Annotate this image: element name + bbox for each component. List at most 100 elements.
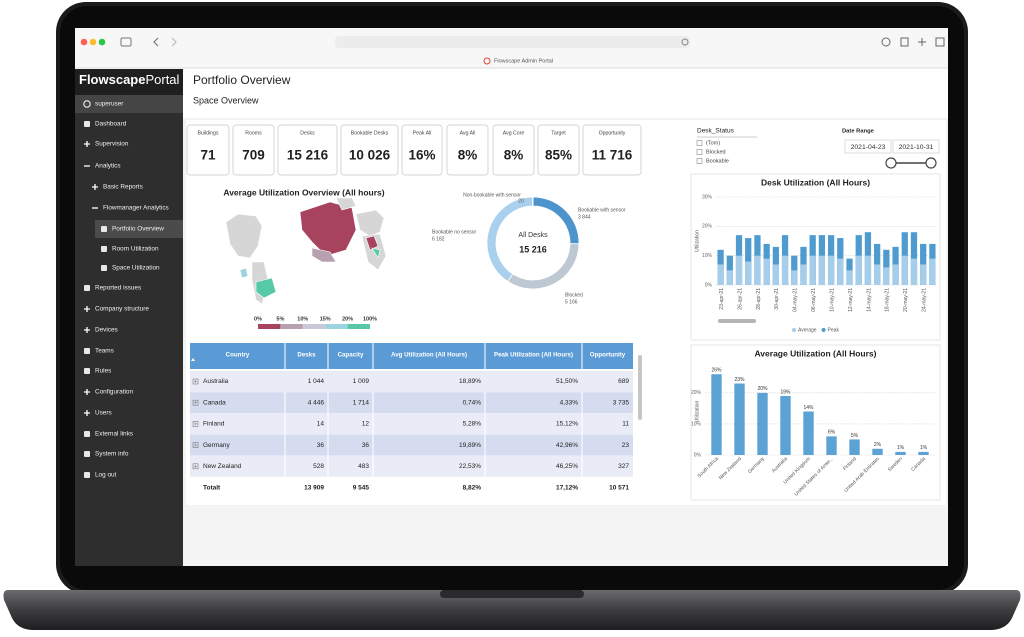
menu-item[interactable]: Users xyxy=(95,410,112,417)
menu-item[interactable]: Company structure xyxy=(95,306,149,313)
y-tick-label: 20% xyxy=(702,224,713,230)
menu-item[interactable]: Analytics xyxy=(95,163,121,170)
checkbox[interactable] xyxy=(696,158,703,164)
sidebar-toggle[interactable] xyxy=(120,37,132,47)
total-cell: 8,82% xyxy=(463,485,482,492)
expand-icon xyxy=(84,389,90,395)
table-cell: 5,28% xyxy=(463,421,482,428)
menu-item[interactable]: Flowmanager Analytics xyxy=(103,205,169,212)
map-legend-swatch xyxy=(302,324,326,329)
menu-item[interactable]: Room Utilization xyxy=(112,246,159,253)
minimize-button[interactable] xyxy=(89,38,97,46)
column-header[interactable]: Peak Utilization (All Hours) xyxy=(494,352,573,359)
bar xyxy=(837,258,844,285)
kpi-card xyxy=(277,124,338,176)
table-cell: 1 714 xyxy=(353,399,370,406)
address-bar[interactable] xyxy=(335,36,690,48)
menu-item[interactable]: Devices xyxy=(95,327,118,334)
share-button[interactable] xyxy=(900,37,909,47)
column-header[interactable]: Desks xyxy=(297,352,316,359)
x-tick-label: 18-may-21 xyxy=(885,288,891,312)
table-cell: Germany xyxy=(203,442,230,449)
bar xyxy=(855,255,862,285)
menu-item[interactable]: Rules xyxy=(95,368,111,375)
column-header[interactable]: Country xyxy=(226,352,250,359)
x-tick-label: 10-may-21 xyxy=(829,288,835,312)
menu-item[interactable]: Log out xyxy=(95,472,117,479)
kpi-value: 709 xyxy=(242,148,265,163)
legend-swatch xyxy=(792,328,796,332)
menu-item[interactable]: Basic Reports xyxy=(103,184,143,191)
menu-item[interactable]: Reported issues xyxy=(95,285,141,292)
menu-item[interactable]: superuser xyxy=(95,101,124,108)
bar xyxy=(772,264,779,285)
y-tick-label: 10% xyxy=(691,421,702,427)
kpi-value: 8% xyxy=(504,148,524,163)
bar xyxy=(872,448,883,455)
column-header[interactable]: Capacity xyxy=(338,352,364,359)
legend-swatch xyxy=(821,328,826,332)
chart-title: Desk Utilization (All Hours) xyxy=(761,177,870,187)
reload-button[interactable] xyxy=(681,38,689,46)
forward-button[interactable] xyxy=(171,37,177,47)
menu-item[interactable]: Supervision xyxy=(95,141,129,148)
table-cell: 0,74% xyxy=(463,399,482,406)
bar xyxy=(827,255,835,285)
checkbox[interactable] xyxy=(696,140,703,146)
kpi-value: 11 716 xyxy=(592,148,633,163)
sort-indicator xyxy=(191,358,195,361)
zoom-button[interactable] xyxy=(98,38,106,46)
x-tick-label: 20-may-21 xyxy=(903,288,909,312)
tab-title: Flowscape Admin Portal xyxy=(494,58,553,64)
bar xyxy=(883,267,890,285)
table-cell: 19,89% xyxy=(459,442,481,449)
expand-plus xyxy=(194,401,197,405)
slicer-option: Blocked xyxy=(706,149,726,155)
menu-item[interactable]: Space Utilization xyxy=(112,265,160,272)
column-header[interactable]: Opportunity xyxy=(590,352,626,359)
close-button[interactable] xyxy=(80,38,88,46)
data-label: 6% xyxy=(828,430,836,436)
downloads-button[interactable] xyxy=(881,37,891,47)
slider-handle[interactable] xyxy=(925,157,937,169)
expand-icon xyxy=(84,141,90,147)
column-header[interactable]: Avg Utilization (All Hours) xyxy=(391,352,467,359)
menu-item[interactable]: Dashboard xyxy=(95,121,127,128)
expand-icon xyxy=(84,327,90,333)
x-tick-label: 06-may-21 xyxy=(811,288,817,312)
kpi-value: 10 026 xyxy=(349,148,391,163)
menu-item[interactable]: Teams xyxy=(95,348,114,355)
kpi-label: Target xyxy=(551,130,566,136)
menu-item[interactable]: Portfolio Overview xyxy=(112,226,164,233)
slicer-title: Desk_Status xyxy=(697,128,735,135)
menu-item[interactable]: System info xyxy=(95,451,129,458)
menu-item[interactable]: Configuration xyxy=(95,389,133,396)
slider-handle[interactable] xyxy=(885,157,897,169)
data-label: 1% xyxy=(920,445,928,451)
table-row xyxy=(190,392,633,414)
total-cell: 17,12% xyxy=(556,485,578,492)
table-cell: New Zealand xyxy=(203,463,242,470)
kpi-value: 16% xyxy=(408,148,435,163)
expand-box xyxy=(192,378,199,385)
table-cell: 42,96% xyxy=(556,442,578,449)
bar xyxy=(895,451,906,455)
expand-icon xyxy=(84,410,90,416)
chart-panel xyxy=(690,344,941,501)
back-button[interactable] xyxy=(153,37,159,47)
page-subtitle: Space Overview xyxy=(193,95,259,105)
bar xyxy=(757,392,768,455)
data-label: 14% xyxy=(803,405,814,411)
active-item-highlight xyxy=(95,220,183,238)
tab-overview-button[interactable] xyxy=(935,37,945,47)
new-tab-button[interactable] xyxy=(918,38,926,46)
map-region xyxy=(255,277,277,299)
kpi-label: Avg All xyxy=(460,130,476,136)
table-cell: 46,25% xyxy=(556,463,578,470)
menu-item[interactable]: External links xyxy=(95,431,133,438)
y-axis-title: Utilization xyxy=(694,230,700,252)
total-cell: 13 909 xyxy=(304,485,324,492)
checkbox[interactable] xyxy=(696,149,703,155)
table-cell: 51,50% xyxy=(556,378,578,385)
table-cell: 12 xyxy=(362,421,370,428)
